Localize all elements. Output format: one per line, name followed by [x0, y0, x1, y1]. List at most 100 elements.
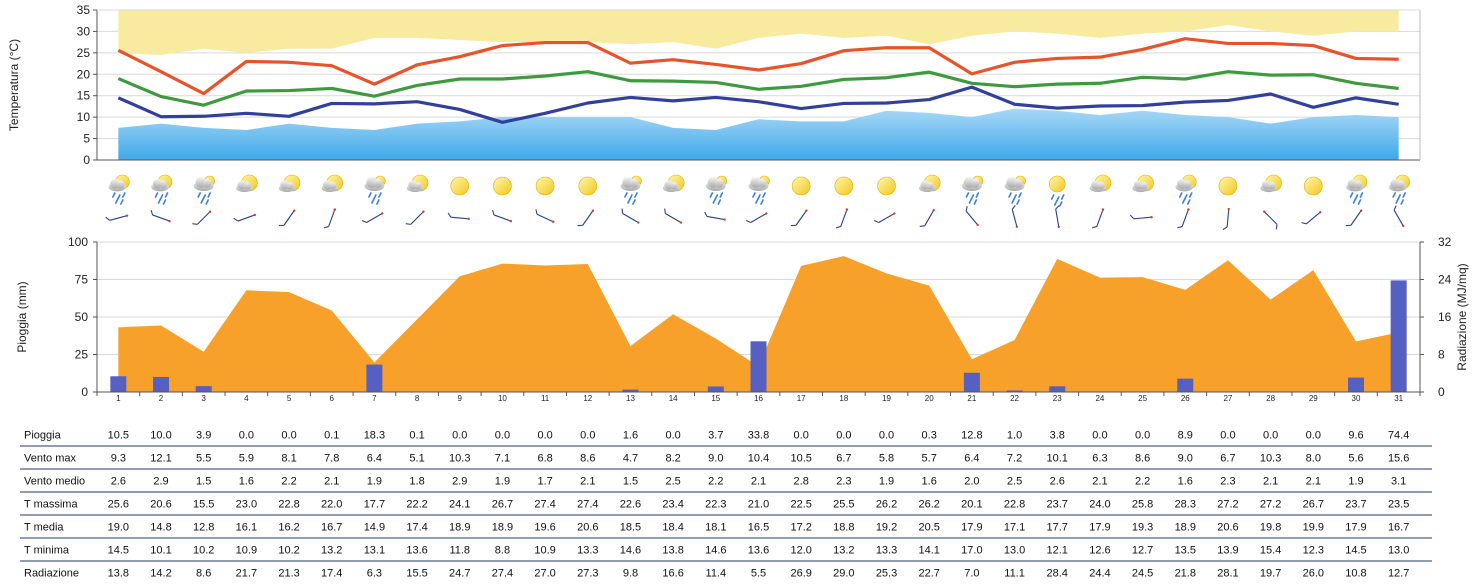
table-cell: 10.5	[790, 453, 811, 465]
wind-arrow-icon	[791, 207, 808, 228]
rain-drop	[628, 199, 630, 203]
cloud-puff	[1183, 181, 1191, 189]
table-cell: 26.9	[790, 568, 811, 580]
wind-barb	[1011, 205, 1016, 209]
day-label: 2	[159, 394, 164, 403]
weather-icon-sun-cloud-icon	[236, 175, 257, 192]
wind-arrow-icon	[491, 210, 514, 222]
table-cell: 17.9	[1345, 522, 1366, 534]
table-cell: 10.2	[193, 545, 214, 557]
wind-arrow-icon	[534, 209, 556, 223]
table-cell: 8.1	[281, 453, 296, 465]
sun-icon	[451, 177, 469, 195]
rain-drop	[1353, 199, 1355, 203]
table-cell: 1.5	[196, 476, 211, 488]
day-label: 7	[372, 394, 377, 403]
cloud-puff	[374, 179, 383, 188]
table-cell: 2.3	[1220, 476, 1235, 488]
table-cell: 14.1	[918, 545, 939, 557]
cloud-puff	[117, 181, 125, 189]
table-cell: 18.9	[449, 522, 470, 534]
table-cell: 2.1	[1092, 476, 1107, 488]
table-cell: 24.0	[1089, 499, 1110, 511]
table-cell: 6.8	[537, 453, 552, 465]
table-cell: 1.6	[623, 430, 638, 442]
rain-drop	[1401, 200, 1403, 204]
wind-barb	[920, 224, 925, 229]
rain-drops-icon	[1052, 195, 1064, 206]
table-row-label: Pioggia	[24, 430, 62, 442]
table-cell: 4.7	[623, 453, 638, 465]
table-cell: 22.3	[705, 499, 726, 511]
wind-barb	[704, 212, 708, 216]
wind-shaft	[1097, 210, 1103, 227]
wind-shaft	[367, 214, 383, 223]
table-cell: 2.8	[794, 476, 809, 488]
temp-tick-label: 0	[83, 153, 90, 167]
rain-drops-icon	[1009, 193, 1021, 204]
wind-barb	[279, 223, 284, 228]
table-cell: 12.1	[1047, 545, 1068, 557]
table-cell: 13.6	[748, 545, 769, 557]
wind-arrows-row	[106, 205, 1408, 230]
day-label: 5	[287, 394, 292, 403]
table-cell: 24.5	[1132, 568, 1153, 580]
table-cell: 1.9	[367, 476, 382, 488]
table-cell: 18.5	[620, 522, 641, 534]
temp-y-axis-label: Temperatura (°C)	[7, 39, 21, 131]
wind-tail	[1227, 208, 1230, 211]
table-cell: 0.0	[665, 430, 680, 442]
table-cell: 13.6	[406, 545, 427, 557]
rain-drops-icon	[1393, 193, 1405, 204]
rain-drop	[113, 193, 115, 197]
table-cell: 11.4	[706, 568, 727, 580]
wind-shaft	[879, 214, 895, 223]
day-label: 25	[1138, 394, 1147, 403]
rain-drop	[635, 193, 637, 197]
rain-drops-icon	[710, 193, 722, 204]
weather-icon-sun-icon	[1304, 177, 1322, 195]
rain-drop	[720, 193, 722, 197]
table-cell: 27.4	[534, 499, 555, 511]
table-cell: 2.1	[1263, 476, 1278, 488]
rain-drop	[1358, 200, 1360, 204]
table-cell: 10.8	[1345, 568, 1366, 580]
wind-shaft	[1264, 212, 1277, 225]
table-cell: 13.1	[364, 545, 385, 557]
wind-shaft	[197, 212, 210, 225]
table-cell: 10.0	[150, 430, 171, 442]
table-cell: 19.7	[1260, 568, 1281, 580]
weather-icon-sun-cloud-icon	[407, 175, 428, 192]
table-cell: 22.6	[620, 499, 641, 511]
wind-shaft	[1306, 212, 1320, 224]
wind-barb	[1223, 227, 1227, 230]
radiation-y-axis-label: Radiazione (MJ/mq)	[1455, 263, 1469, 370]
table-cell: 22.7	[918, 568, 939, 580]
wind-shaft	[925, 210, 934, 226]
table-cell: 6.3	[367, 568, 382, 580]
table-cell: 74.4	[1388, 430, 1409, 442]
rain-bar	[964, 373, 980, 392]
rain-bar	[751, 341, 767, 392]
table-cell: 8.6	[1135, 453, 1150, 465]
table-cell: 17.7	[364, 499, 385, 511]
wind-tail	[845, 208, 848, 211]
table-cell: 25.3	[876, 568, 897, 580]
table-cell: 2.2	[1135, 476, 1150, 488]
wind-tail	[1015, 225, 1018, 228]
wind-shaft	[751, 214, 767, 223]
table-cell: 20.6	[577, 522, 598, 534]
sun-icon	[1219, 177, 1237, 195]
rain-drop	[164, 200, 166, 204]
table-cell: 19.6	[534, 522, 555, 534]
sun-icon	[493, 177, 511, 195]
table-cell: 22.5	[790, 499, 811, 511]
weather-icon-sun-icon	[878, 177, 896, 195]
wind-arrow-icon	[1261, 210, 1280, 229]
table-cell: 6.7	[1220, 453, 1235, 465]
wind-arrow-icon	[448, 213, 471, 220]
weather-icon-sun-cloud-icon	[1090, 175, 1111, 192]
